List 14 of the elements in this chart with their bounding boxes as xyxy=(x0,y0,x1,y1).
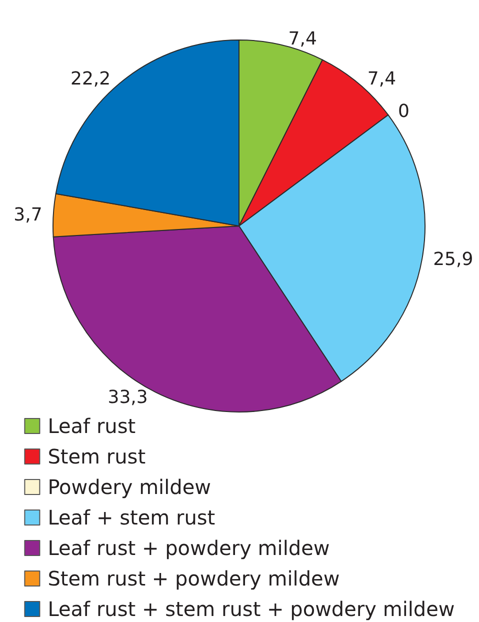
legend-label: Leaf + stem rust xyxy=(48,506,216,530)
data-label: 3,7 xyxy=(14,204,42,226)
data-label: 25,9 xyxy=(433,248,474,270)
text: 0 xyxy=(398,100,410,122)
data-label: 7,4 xyxy=(288,28,317,50)
legend-label: Leaf rust + stem rust + powdery mildew xyxy=(48,597,455,621)
data-label: 22,2 xyxy=(70,68,111,90)
legend-label: Powdery mildew xyxy=(48,475,212,499)
legend-label: Leaf rust xyxy=(48,414,136,438)
legend-label: Leaf rust + powdery mildew xyxy=(48,536,330,560)
data-label: 33,3 xyxy=(108,387,148,408)
legend-label: Stem rust + powdery mildew xyxy=(48,566,340,590)
legend-label: Stem rust xyxy=(48,444,146,468)
data-label: 7,4 xyxy=(367,68,396,90)
